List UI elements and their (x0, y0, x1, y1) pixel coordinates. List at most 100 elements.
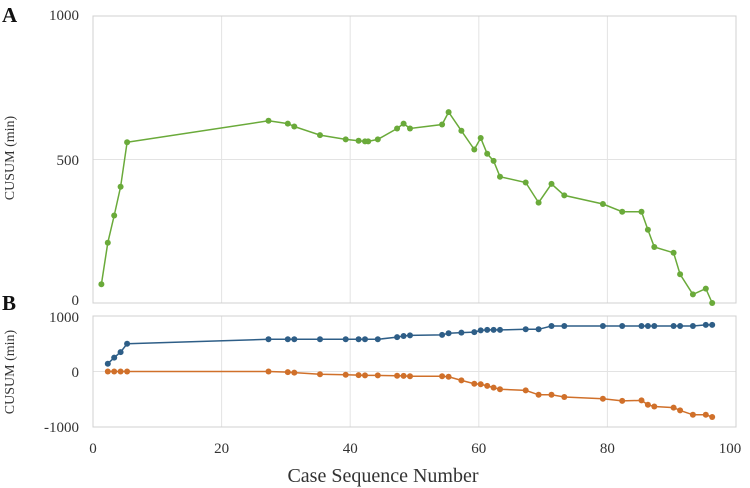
panel-b-lower-data-point (522, 387, 529, 394)
panel-a-data-point (477, 135, 484, 141)
panel-b-lower-data-point (599, 395, 606, 402)
x-axis-title: Case Sequence Number (287, 465, 478, 487)
panel-a-data-point (677, 271, 684, 278)
panel-b-lower-data-point (702, 411, 709, 418)
panel-b-lower-data-point (111, 368, 118, 375)
panel-b-lower-data-point (342, 371, 349, 378)
panel-b-upper-data-point (394, 334, 401, 341)
panel-b-upper-data-point (374, 336, 381, 343)
panel-a-y-axis-title: CUSUM (min) (3, 115, 18, 200)
panel-b-lower-data-point (317, 371, 323, 378)
panel-b-lower-data-point (284, 369, 291, 376)
panel-a-data-point (535, 199, 542, 206)
panel-a-data-point (702, 285, 709, 292)
panel-b-upper-data-point (124, 340, 131, 347)
panel-b: B CUSUM (min) 1000 0 -1000 0 20 40 60 80… (2, 291, 741, 487)
panel-b-lower-data-point (394, 372, 401, 379)
panel-b-upper-data-point (407, 332, 413, 339)
panel-b-upper-data-point (561, 323, 568, 329)
panel-b-lower-data-point (670, 404, 677, 411)
panel-b-y-tick: 0 (72, 365, 80, 381)
panel-b-upper-data-point (677, 323, 684, 329)
panel-b-upper-data-point (317, 336, 323, 343)
panel-b-lower-data-point (362, 372, 368, 379)
panel-b-upper-data-point (709, 321, 716, 328)
panel-b-lower-data-point (497, 386, 503, 393)
panel-b-lower-data-point (484, 382, 491, 389)
panel-a-y-tick: 1000 (49, 8, 79, 24)
panel-b-upper-data-point (104, 360, 111, 367)
panel-a-data-point (471, 146, 478, 153)
panel-b-upper-data-point (651, 323, 658, 329)
panel-a-data-point (638, 208, 645, 215)
panel-a-data-point (124, 139, 131, 146)
panel-a-data-point (709, 300, 716, 306)
panel-b-upper-data-point (291, 336, 298, 343)
panel-b-lower-data-point (677, 407, 684, 414)
panel-b-upper-data-point (117, 349, 124, 356)
panel-b-upper-data-point (342, 336, 349, 343)
panel-b-lower-data-point (265, 368, 272, 375)
panel-b-upper-data-point (111, 354, 118, 361)
panel-b-lower-data-point (439, 373, 446, 380)
panel-a-data-point (291, 123, 298, 130)
panel-a-data-point (445, 109, 452, 116)
panel-a-data-point (265, 117, 272, 124)
panel-a-data-point (458, 127, 465, 134)
panel-b-lower-data-point (709, 414, 716, 420)
panel-b-lower-data-point (291, 369, 298, 376)
panel-b-lower-data-point (407, 373, 413, 380)
panel-b-upper-series-line (107, 324, 713, 365)
panel-b-lower-data-point (117, 368, 124, 375)
panel-b-upper-data-point (471, 329, 478, 336)
panel-b-lower-series-points (104, 368, 716, 420)
panel-b-upper-data-point (670, 323, 677, 329)
panel-a-data-point (619, 208, 626, 215)
panel-b-upper-data-point (702, 321, 709, 328)
panel-a-data-point (342, 136, 349, 143)
panel-b-lower-data-point (638, 397, 645, 404)
panel-b-lower-data-point (477, 381, 484, 388)
panel-a-data-point (689, 291, 696, 298)
panel-b-upper-data-point (439, 331, 446, 338)
panel-b-upper-data-point (599, 323, 606, 329)
panel-b-lower-data-point (689, 411, 696, 418)
panel-b-label: B (2, 291, 16, 315)
panel-a-data-point (111, 212, 118, 219)
panel-b-lower-data-point (400, 372, 407, 379)
x-tick: 100 (719, 441, 742, 457)
panel-b-upper-data-point (477, 327, 484, 334)
panel-a: A CUSUM (min) 1000 500 0 (2, 3, 737, 309)
panel-a-data-point (394, 125, 401, 132)
panel-a-data-point (651, 244, 658, 250)
panel-a-data-point (374, 136, 381, 143)
x-tick: 80 (600, 441, 615, 457)
panel-b-upper-data-point (355, 336, 362, 343)
panel-a-data-point (317, 132, 323, 139)
panel-b-upper-data-point (445, 330, 452, 337)
panel-a-data-point (400, 120, 407, 127)
panel-b-upper-data-point (522, 326, 529, 333)
panel-b-lower-data-point (458, 377, 465, 384)
panel-a-data-point (407, 125, 413, 132)
panel-a-series-line (100, 110, 713, 304)
panel-b-y-tick: -1000 (44, 420, 79, 436)
panel-b-upper-data-point (484, 326, 491, 333)
panel-b-lower-data-point (355, 372, 362, 379)
panel-a-data-point (104, 239, 111, 246)
x-tick: 60 (471, 441, 486, 457)
panel-b-upper-data-point (548, 323, 555, 329)
x-tick: 20 (214, 441, 229, 457)
panel-b-lower-data-point (104, 368, 111, 375)
panel-b-lower-data-point (535, 391, 542, 398)
panel-a-data-point (284, 120, 291, 127)
panel-b-upper-data-point (497, 326, 503, 333)
panel-a-data-point (439, 121, 446, 128)
panel-a-data-point (490, 157, 497, 164)
panel-b-y-tick: 1000 (49, 310, 79, 326)
x-tick: 40 (343, 441, 358, 457)
panel-a-data-point (497, 173, 503, 180)
panel-b-lower-data-point (490, 384, 497, 391)
panel-a-data-point (561, 192, 568, 199)
panel-b-upper-data-point (619, 323, 626, 329)
